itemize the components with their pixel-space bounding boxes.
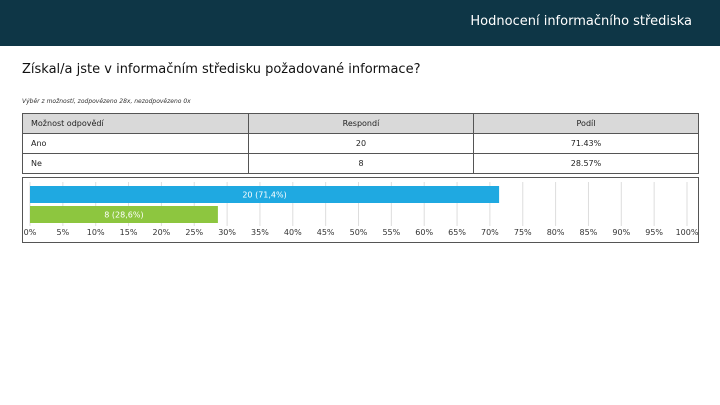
x-tick-label: 75% — [514, 228, 532, 237]
row-share: 71.43% — [473, 133, 699, 154]
x-tick-label: 80% — [547, 228, 565, 237]
x-tick-label: 70% — [481, 228, 499, 237]
x-tick-label: 45% — [317, 228, 335, 237]
x-tick-label: 50% — [350, 228, 368, 237]
bar-data-label: 20 (71,4%) — [242, 191, 286, 200]
x-tick-label: 15% — [120, 228, 138, 237]
results-table: Možnost odpovědí Respondí Podíl Ano 20 7… — [22, 113, 699, 174]
x-tick-label: 100% — [676, 228, 699, 237]
row-count: 8 — [248, 153, 474, 174]
chart-frame: 0% 5% 10% 15% 20% 25% 30% 35% 40% 45% 50% 55% 60% 65%… — [22, 177, 699, 243]
row-option: Ne — [22, 153, 249, 174]
row-count: 20 — [248, 133, 474, 154]
x-tick-label: 30% — [218, 228, 236, 237]
x-tick-label: 35% — [251, 228, 269, 237]
bar-ne — [30, 206, 218, 223]
x-tick-label: 60% — [415, 228, 433, 237]
header-bar: Hodnocení informačního střediska — [0, 0, 720, 46]
bar-ano — [30, 186, 500, 203]
page-title: Hodnocení informačního střediska — [470, 14, 692, 29]
x-tick-label: 20% — [153, 228, 171, 237]
x-tick-label: 10% — [87, 228, 105, 237]
x-tick-label: 65% — [448, 228, 466, 237]
row-share: 28.57% — [473, 153, 699, 174]
table-header-row: Možnost odpovědí Respondí Podíl — [22, 113, 699, 134]
x-tick-label: 5% — [56, 228, 69, 237]
x-tick-label: 95% — [645, 228, 663, 237]
x-tick-label: 55% — [382, 228, 400, 237]
x-tick-label: 0% — [24, 228, 37, 237]
table-row: Ano 20 71.43% — [22, 133, 699, 154]
x-tick-label: 25% — [185, 228, 203, 237]
x-tick-label: 90% — [612, 228, 630, 237]
answer-summary: Výběr z možností, zodpovězeno 28x, nezod… — [22, 98, 191, 105]
bar-data-label: 8 (28,6%) — [104, 211, 143, 220]
bar-chart: 0% 5% 10% 15% 20% 25% 30% 35% 40% 45% 50% 55% 60% 65%… — [24, 182, 699, 237]
column-header-count: Respondí — [248, 113, 474, 134]
column-header-option: Možnost odpovědí — [22, 113, 249, 134]
question-title: Získal/a jste v informačním středisku po… — [22, 62, 421, 77]
x-tick-label: 85% — [580, 228, 598, 237]
column-header-share: Podíl — [473, 113, 699, 134]
x-tick-label: 40% — [284, 228, 302, 237]
row-option: Ano — [22, 133, 249, 154]
table-row: Ne 8 28.57% — [22, 153, 699, 174]
